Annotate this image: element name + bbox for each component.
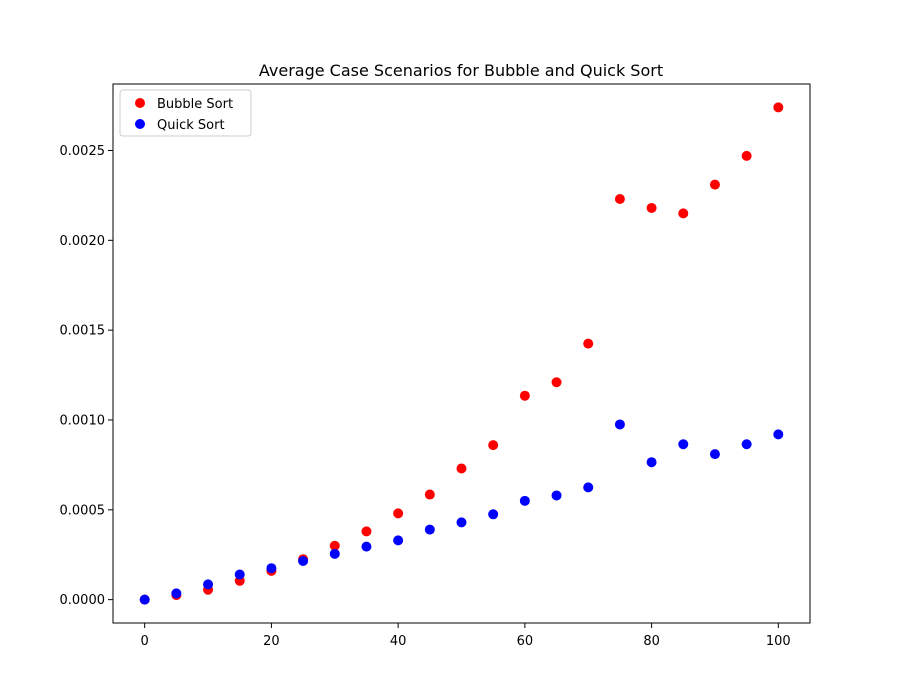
legend-marker [135, 119, 145, 129]
x-tick-label: 40 [390, 634, 407, 649]
data-point [551, 490, 562, 501]
data-point [646, 202, 657, 213]
data-point [393, 535, 404, 546]
legend: Bubble Sort Quick Sort [119, 89, 252, 137]
plot-frame [112, 83, 811, 624]
data-point [741, 150, 752, 161]
data-point [678, 439, 689, 450]
y-tick-label: 0.0000 [60, 593, 106, 608]
series-quick-sort [139, 419, 784, 605]
legend-marker [135, 98, 145, 108]
data-point [329, 540, 340, 551]
legend-box [119, 89, 252, 137]
data-point [678, 208, 689, 219]
data-point [519, 495, 530, 506]
x-tick-label: 100 [766, 634, 791, 649]
data-point [456, 463, 467, 474]
data-point [266, 563, 277, 574]
axes: 0 20 40 60 80 100 0.0000 0.0005 0.0010 0.0015 0.00… [60, 83, 811, 649]
data-point [488, 509, 499, 520]
data-point [424, 524, 435, 535]
data-point [614, 419, 625, 430]
data-point [361, 526, 372, 537]
data-point [393, 508, 404, 519]
data-point [139, 594, 150, 605]
y-tick-label: 0.0015 [60, 324, 106, 339]
data-point [583, 482, 594, 493]
data-point [614, 193, 625, 204]
data-point [298, 556, 309, 567]
data-point [203, 579, 214, 590]
data-point [171, 588, 182, 599]
legend-label: Bubble Sort [157, 97, 233, 112]
data-point [709, 179, 720, 190]
x-tick-label: 80 [643, 634, 660, 649]
y-tick-label: 0.0020 [60, 234, 106, 249]
data-point [488, 440, 499, 451]
x-tick-label: 60 [517, 634, 534, 649]
data-point [234, 569, 245, 580]
data-point [361, 541, 372, 552]
plot-area [139, 102, 784, 605]
chart-title: Average Case Scenarios for Bubble and Qu… [259, 61, 663, 80]
data-point [551, 377, 562, 388]
data-point [519, 390, 530, 401]
y-tick-label: 0.0005 [60, 503, 106, 518]
y-tick-label: 0.0025 [60, 144, 106, 159]
x-tick-label: 20 [263, 634, 280, 649]
x-tick-label: 0 [141, 634, 149, 649]
data-point [583, 338, 594, 349]
data-point [773, 102, 784, 113]
data-point [424, 489, 435, 500]
y-tick-label: 0.0010 [60, 413, 106, 428]
data-point [741, 439, 752, 450]
data-point [456, 517, 467, 528]
legend-label: Quick Sort [157, 118, 225, 133]
data-point [646, 457, 657, 468]
data-point [329, 548, 340, 559]
series-bubble-sort [139, 102, 784, 605]
data-point [709, 449, 720, 460]
data-point [773, 429, 784, 440]
